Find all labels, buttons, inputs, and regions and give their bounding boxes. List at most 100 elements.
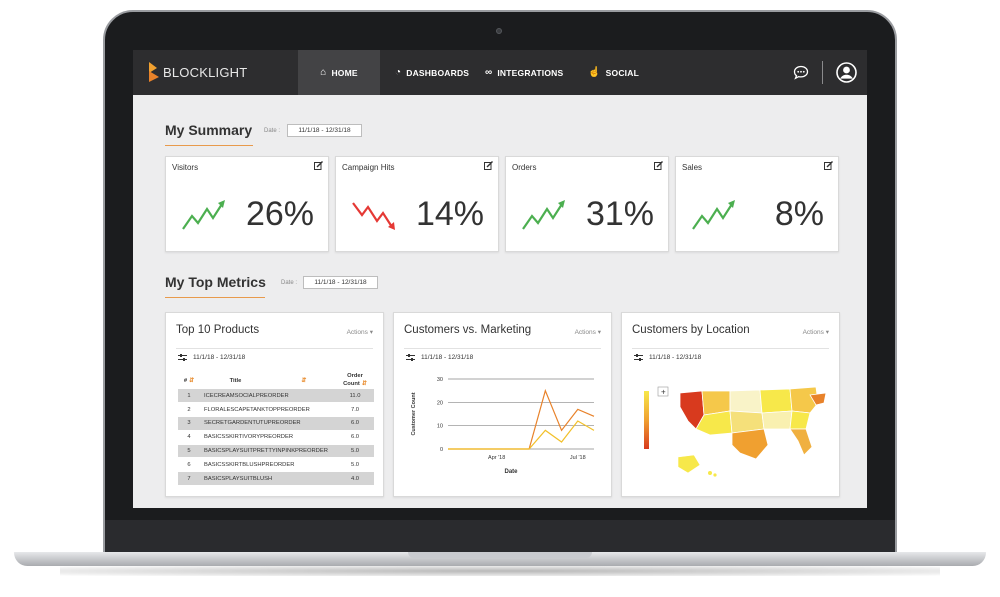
order-count: 11.0 (336, 389, 374, 404)
nav-dashboards[interactable]: ◔ DASHBOARDS (395, 50, 469, 95)
x-tick-label: Apr '18 (488, 455, 505, 461)
metrics-date-label: Date : (281, 280, 298, 286)
actions-dropdown[interactable]: Actions ▾ (346, 329, 373, 336)
actions-label: Actions (574, 329, 596, 336)
order-count: 7.0 (336, 402, 374, 418)
thumbs-up-icon: ☝ (588, 67, 601, 78)
user-icon[interactable] (836, 62, 857, 83)
metrics-title: My Top Metrics (165, 274, 266, 290)
panel-date-range: 11/1/18 - 12/31/18 (649, 354, 702, 361)
panel-date-range: 11/1/18 - 12/31/18 (193, 354, 246, 361)
actions-label: Actions (346, 329, 368, 336)
order-count: 4.0 (336, 471, 374, 487)
col-header-number[interactable]: # ⇵ (183, 377, 195, 384)
brand-logo[interactable]: BLOCKLIGHT (147, 60, 247, 84)
customers-marketing-panel: Customers vs. Marketing Actions ▾ 11/1/1… (393, 312, 612, 497)
map-hawaii (708, 471, 717, 477)
state-tx (731, 428, 769, 460)
row-number: 6 (178, 457, 200, 473)
x-tick-label: Jul '18 (570, 455, 586, 461)
edit-icon[interactable] (824, 161, 833, 170)
laptop-base-notch (408, 552, 592, 558)
table-row[interactable]: 1 ICECREAMSOCIALPREORDER 11.0 (178, 389, 374, 404)
table-row[interactable]: 3 SECRETGARDENTUTUPREORDER 6.0 (178, 416, 374, 431)
table-row[interactable]: 4 BASICSSKIRTIVORYPREORDER 6.0 (178, 430, 374, 445)
row-number: 4 (178, 430, 200, 445)
edit-icon[interactable] (484, 161, 493, 170)
product-title: BASICSSKIRTBLUSHPREORDER (200, 457, 336, 473)
card-title: Orders (512, 163, 537, 172)
table-row[interactable]: 2 FLORALESCAPETANKTOPPREORDER 7.0 (178, 402, 374, 418)
panel-divider (632, 348, 829, 349)
nav-home-label: HOME (331, 67, 358, 78)
dashboard-icon: ◔ (395, 67, 402, 78)
table-row[interactable]: 7 BASICSPLAYSUITBLUSH 4.0 (178, 471, 374, 487)
nav-social-label: SOCIAL (605, 67, 639, 78)
trend-up-icon (692, 200, 735, 230)
summary-card-campaign-hits[interactable]: Campaign Hits 14% (335, 156, 499, 252)
state-fl (789, 428, 813, 456)
card-value: 31% (585, 195, 654, 233)
app-screen: BLOCKLIGHT ⌂ HOME ◔ DASHBOARDS ∞ INTEGRA… (133, 50, 867, 508)
panel-date-range: 11/1/18 - 12/31/18 (421, 354, 474, 361)
summary-card-orders[interactable]: Orders 31% (505, 156, 669, 252)
order-count: 6.0 (336, 416, 374, 431)
customers-location-panel: Customers by Location Actions ▾ 11/1/18 … (621, 312, 840, 497)
actions-label: Actions (802, 329, 824, 336)
y-tick-label: 0 (440, 447, 443, 453)
order-count: 5.0 (336, 444, 374, 459)
card-title: Sales (682, 163, 703, 172)
products-table: # ⇵ Title ⇵ Order Count ⇵ 1 ICECREAMSOCIALPR… (178, 371, 374, 487)
nav-dashboards-label: DASHBOARDS (406, 67, 470, 78)
blocklight-logo-icon (149, 62, 159, 82)
y-axis-label: Customer Count (411, 392, 417, 435)
actions-dropdown[interactable]: Actions ▾ (802, 329, 829, 336)
sort-icon: ⇵ (189, 377, 195, 384)
edit-icon[interactable] (314, 161, 323, 170)
map-alaska (677, 454, 701, 474)
summary-card-visitors[interactable]: Visitors 26% (165, 156, 329, 252)
nav-social[interactable]: ☝ SOCIAL (588, 50, 639, 95)
laptop-base (14, 552, 986, 566)
laptop-shadow (60, 566, 940, 576)
row-number: 5 (178, 444, 200, 459)
summary-card-sales[interactable]: Sales 8% (675, 156, 839, 252)
table-row[interactable]: 5 BASICSPLAYSUITPRETTYINPINKPREORDER 5.0 (178, 444, 374, 459)
product-title: SECRETGARDENTUTUPREORDER (200, 416, 336, 431)
table-row[interactable]: 6 BASICSSKIRTBLUSHPREORDER 5.0 (178, 457, 374, 473)
panel-filter[interactable]: 11/1/18 - 12/31/18 (178, 354, 245, 361)
product-title: BASICSPLAYSUITBLUSH (200, 471, 336, 487)
card-value: 14% (415, 195, 484, 233)
sliders-icon (634, 354, 643, 361)
order-count: 6.0 (336, 430, 374, 445)
panel-filter[interactable]: 11/1/18 - 12/31/18 (406, 354, 473, 361)
svg-text:+: + (661, 388, 666, 397)
col-header-order-count[interactable]: Order Count ⇵ (343, 373, 367, 387)
nav-home[interactable]: ⌂ HOME (298, 50, 380, 95)
series-line-0 (448, 388, 595, 450)
card-title: Campaign Hits (342, 163, 395, 172)
state-region-plains (729, 389, 763, 414)
map-zoom-controls[interactable]: + (657, 386, 669, 397)
chat-icon[interactable] (793, 65, 809, 80)
panel-divider (176, 348, 373, 349)
edit-icon[interactable] (654, 161, 663, 170)
summary-date-picker[interactable]: 11/1/18 - 12/31/18 (287, 124, 362, 137)
nav-integrations[interactable]: ∞ INTEGRATIONS (485, 50, 563, 95)
customers-line-chart: 0 10 20 30 Apr '18 Jul '18 Customer Count Date (411, 377, 595, 475)
y-tick-label: 20 (437, 400, 443, 406)
col-header-title[interactable]: Title ⇵ (229, 377, 307, 384)
sliders-icon (406, 354, 415, 361)
product-title: BASICSSKIRTIVORYPREORDER (200, 430, 336, 445)
metrics-date-picker[interactable]: 11/1/18 - 12/31/18 (303, 276, 378, 289)
actions-dropdown[interactable]: Actions ▾ (574, 329, 601, 336)
x-axis-label: Date (504, 469, 518, 475)
panel-filter[interactable]: 11/1/18 - 12/31/18 (634, 354, 701, 361)
panel-title: Top 10 Products (176, 324, 260, 336)
us-choropleth-map: + (644, 386, 827, 477)
card-value: 8% (774, 195, 824, 233)
product-title: BASICSPLAYSUITPRETTYINPINKPREORDER (200, 444, 336, 459)
product-title: FLORALESCAPETANKTOPPREORDER (200, 402, 336, 418)
state-region-south-central (761, 410, 793, 430)
state-region-midwest (759, 388, 793, 414)
